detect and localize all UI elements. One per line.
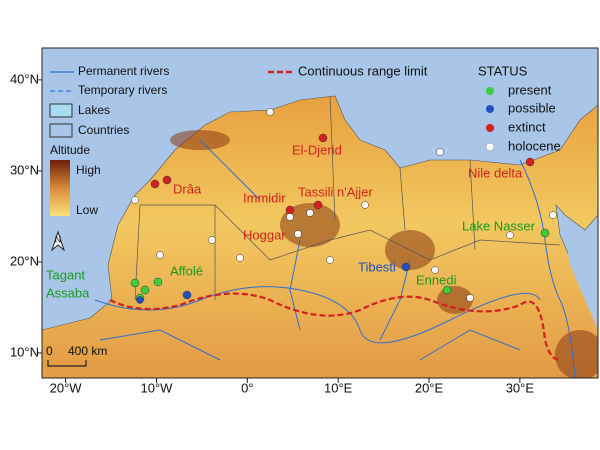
x-tick-label: 0° [241, 380, 253, 395]
status-label: holocene [508, 138, 561, 153]
place-label: Immidir [243, 190, 286, 205]
place-label: Hoggar [243, 227, 286, 242]
altitude-bar [50, 160, 70, 216]
legend-label: Lakes [78, 103, 110, 117]
status-title: STATUS [478, 63, 528, 78]
status-label: present [508, 82, 552, 97]
place-label: Tagant [46, 267, 85, 282]
place-label: Assaba [46, 285, 90, 300]
y-tick-label: 20°N [10, 253, 39, 268]
altitude-low: Low [76, 203, 98, 217]
scale-bar [47, 360, 87, 367]
altitude-high: High [76, 163, 101, 177]
status-label: extinct [508, 119, 546, 134]
place-label: El-Djerid [292, 142, 342, 157]
country-borders [134, 95, 561, 301]
place-label: Tibesti [358, 259, 396, 274]
x-tick-label: 30°E [506, 380, 535, 395]
place-label: Drâa [173, 181, 202, 196]
legend-label: Temporary rivers [78, 83, 167, 97]
status-points [130, 108, 557, 304]
status-swatch [486, 105, 494, 113]
scale-label: 0 [46, 344, 53, 358]
rivers [94, 139, 576, 378]
legend-swatch [49, 103, 73, 118]
place-label: Lake Nasser [462, 218, 536, 233]
status-label: possible [508, 100, 556, 115]
legend-label: Permanent rivers [78, 64, 169, 78]
range-limit-line [109, 292, 561, 362]
y-tick-label: 30°N [10, 162, 39, 177]
y-tick-label: 10°N [10, 344, 39, 359]
status-swatch [486, 124, 494, 132]
x-tick-label: 10°E [324, 380, 353, 395]
legend-label: Continuous range limit [298, 63, 428, 78]
x-tick-label: 10°W [141, 380, 174, 395]
place-label: Tassili n'Ajjer [298, 184, 373, 199]
map-area [42, 48, 598, 378]
red-sea [560, 210, 598, 330]
place-label: Ennedi [416, 272, 457, 287]
legend-label: Countries [78, 123, 129, 137]
north-arrow [50, 230, 66, 252]
legend-swatch [49, 123, 73, 138]
altitude-title: Altitude [50, 143, 90, 157]
map-frame [41, 47, 599, 379]
place-label: Nile delta [468, 165, 523, 180]
status-swatch [485, 142, 495, 152]
scale-label: 400 km [68, 344, 107, 358]
north-label: N [55, 234, 62, 244]
x-tick-label: 20°E [415, 380, 444, 395]
x-tick-label: 20°W [50, 380, 83, 395]
y-tick-label: 40°N [10, 71, 39, 86]
place-label: Affolé [170, 263, 203, 278]
status-swatch [486, 87, 494, 95]
